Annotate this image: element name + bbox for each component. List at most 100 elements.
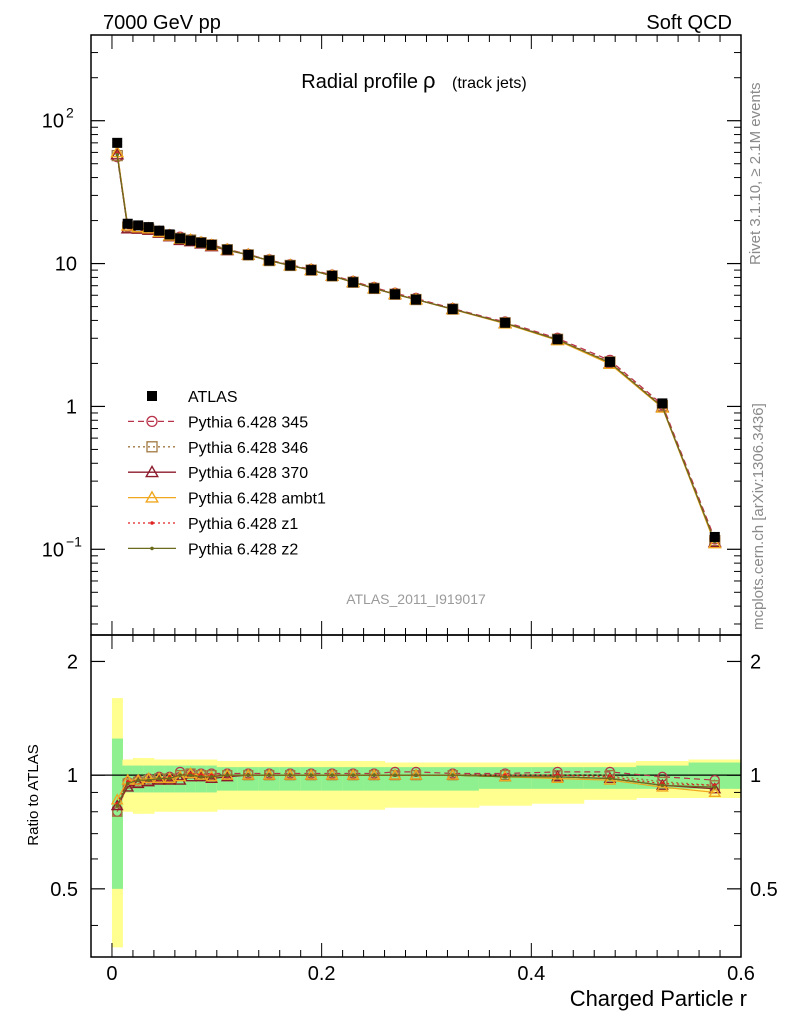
legend-entry: Pythia 6.428 z1 <box>128 516 298 533</box>
legend-marker <box>145 490 159 503</box>
ratio-point <box>131 776 145 789</box>
ratio-point <box>393 773 397 777</box>
main-series-pythia-6-428-346 <box>111 149 721 547</box>
header-left: 7000 GeV pp <box>103 12 221 34</box>
ratio-point <box>551 770 564 782</box>
ratio-point <box>414 773 418 777</box>
ratio-point <box>115 803 120 808</box>
ratio-point <box>372 773 376 777</box>
ratio-point <box>351 773 355 777</box>
ratio-point <box>125 781 130 786</box>
main-title: Radial profile <box>301 71 418 93</box>
legend-entry: Pythia 6.428 z2 <box>128 541 298 558</box>
ratio-point <box>136 778 140 782</box>
ratio-point <box>184 770 197 782</box>
ratio-point <box>131 773 145 785</box>
ratio-point <box>110 799 124 811</box>
ratio-point <box>173 773 187 785</box>
ratio-series-pythia-6-428-z2 <box>115 773 717 808</box>
main-series-pythia-6-428-370 <box>110 147 722 548</box>
ratio-series-group <box>110 766 722 817</box>
data-point <box>185 235 196 246</box>
ratio-point <box>708 782 722 794</box>
data-point <box>243 249 254 260</box>
legend: ATLAS Pythia 6.428 345 Pythia 6.428 346 Pyt… <box>128 389 326 558</box>
ratio-y-tick-label: 2 <box>67 651 78 673</box>
data-point <box>115 152 120 157</box>
legend-label: Pythia 6.428 z1 <box>188 516 298 533</box>
data-point <box>348 277 359 288</box>
data-point <box>112 137 123 148</box>
inner-uncertainty-band <box>111 738 123 889</box>
ratio-point <box>246 773 251 777</box>
main-y-tick-exponent: 2 <box>66 105 74 121</box>
data-point <box>657 398 668 409</box>
ratio-point <box>188 773 193 777</box>
analysis-watermark: ATLAS_2011_I919017 <box>346 591 486 607</box>
data-point <box>369 283 380 294</box>
ratio-point <box>142 775 156 787</box>
main-y-tick-exponent: −1 <box>66 533 82 549</box>
main-y-tick-label: 10 <box>42 539 64 561</box>
x-tick-label: 0 <box>106 963 117 985</box>
ratio-point <box>708 785 722 798</box>
ratio-point <box>142 771 156 784</box>
ratio-point <box>608 776 612 781</box>
ratio-point <box>152 771 166 784</box>
series-line <box>116 154 716 543</box>
data-point <box>447 304 458 315</box>
legend-marker <box>146 415 158 428</box>
ratio-point <box>267 773 272 777</box>
data-point <box>206 239 217 250</box>
legend-marker <box>147 391 157 401</box>
data-point <box>133 220 144 231</box>
data-point <box>175 233 186 244</box>
series-line <box>116 153 716 542</box>
data-point <box>196 237 207 248</box>
data-point <box>390 289 401 300</box>
data-point <box>411 294 421 305</box>
ratio-point <box>603 773 617 785</box>
data-point <box>143 222 154 233</box>
main-y-ticks: 10310210110−1 <box>42 35 742 635</box>
legend-label: Pythia 6.428 345 <box>188 414 308 431</box>
ratio-y-tick-label: 0.5 <box>50 879 78 901</box>
ratio-frame <box>90 634 742 958</box>
legend-entry: ATLAS <box>147 389 238 406</box>
data-point <box>285 260 296 271</box>
ratio-point <box>288 773 292 777</box>
data-point <box>327 270 338 281</box>
ratio-y-tick-label: 1 <box>67 765 78 787</box>
ratio-point <box>163 773 177 785</box>
legend-marker <box>146 441 158 453</box>
mcplots-label: mcplots.cern.ch [arXiv:1306.3436] <box>750 403 767 630</box>
ratio-point <box>184 766 197 779</box>
legend-label: Pythia 6.428 346 <box>188 440 308 457</box>
ratio-point <box>660 783 665 788</box>
ratio-point <box>309 773 313 777</box>
legend-marker <box>150 521 154 525</box>
ratio-point <box>225 773 230 777</box>
ratio-point <box>199 774 203 779</box>
ratio-point <box>121 780 135 792</box>
ratio-point <box>220 770 234 782</box>
main-series-group <box>110 137 722 549</box>
data-point <box>709 531 720 542</box>
ratio-point <box>209 774 214 779</box>
data-point <box>154 225 165 236</box>
rivet-label: Rivet 3.1.10, ≥ 2.1M events <box>747 83 764 266</box>
main-series-atlas <box>112 137 720 542</box>
data-point <box>500 317 511 328</box>
ratio-point <box>167 776 172 781</box>
ratio-point <box>178 773 182 777</box>
data-point <box>306 265 317 276</box>
ratio-point <box>157 776 161 781</box>
ratio-point <box>712 785 717 789</box>
legend-marker <box>150 546 154 551</box>
legend-label: Pythia 6.428 370 <box>188 465 308 482</box>
ratio-bands <box>91 698 742 948</box>
legend-entry: Pythia 6.428 346 <box>128 440 308 457</box>
main-y-tick-label: 1 <box>66 396 77 418</box>
ratio-point <box>555 774 560 779</box>
